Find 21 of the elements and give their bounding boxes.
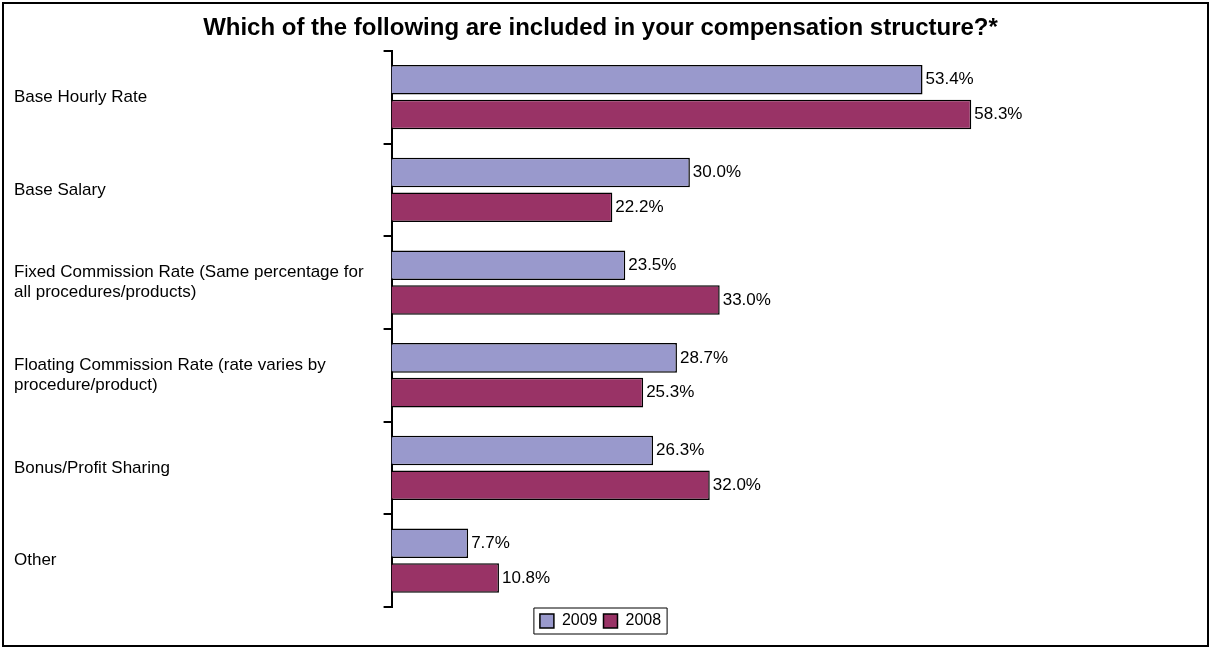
data-label: 30.0% — [692, 162, 742, 182]
y-tick-label: Other — [14, 550, 57, 570]
data-label: 26.3% — [656, 440, 705, 460]
data-label: 22.2% — [615, 196, 664, 216]
y-tick-label: Base Hourly Rate — [14, 86, 148, 106]
chart-title: Which of the following are included in your compensation structure?* — [203, 13, 999, 41]
data-label: 58.3% — [974, 104, 1023, 124]
data-label: 25.3% — [646, 382, 695, 402]
data-label: 7.7% — [471, 532, 510, 552]
data-label: 33.0% — [722, 289, 771, 309]
legend-label: 2008 — [625, 611, 662, 629]
y-tick-label: Bonus/Profit Sharing — [14, 457, 170, 477]
data-label: 32.0% — [712, 475, 761, 495]
data-label: 28.7% — [679, 347, 729, 367]
y-tick-label: Fixed Commission Rate (Same percentage for all procedures/products) — [14, 262, 364, 302]
data-label: 23.5% — [628, 254, 677, 274]
data-label: 53.4% — [925, 69, 974, 89]
y-tick-label: Base Salary — [14, 179, 107, 199]
legend-label: 2009 — [561, 611, 598, 629]
data-label: 10.8% — [501, 567, 551, 587]
y-tick-label: Floating Commission Rate (rate varies by procedure/product) — [14, 354, 327, 395]
